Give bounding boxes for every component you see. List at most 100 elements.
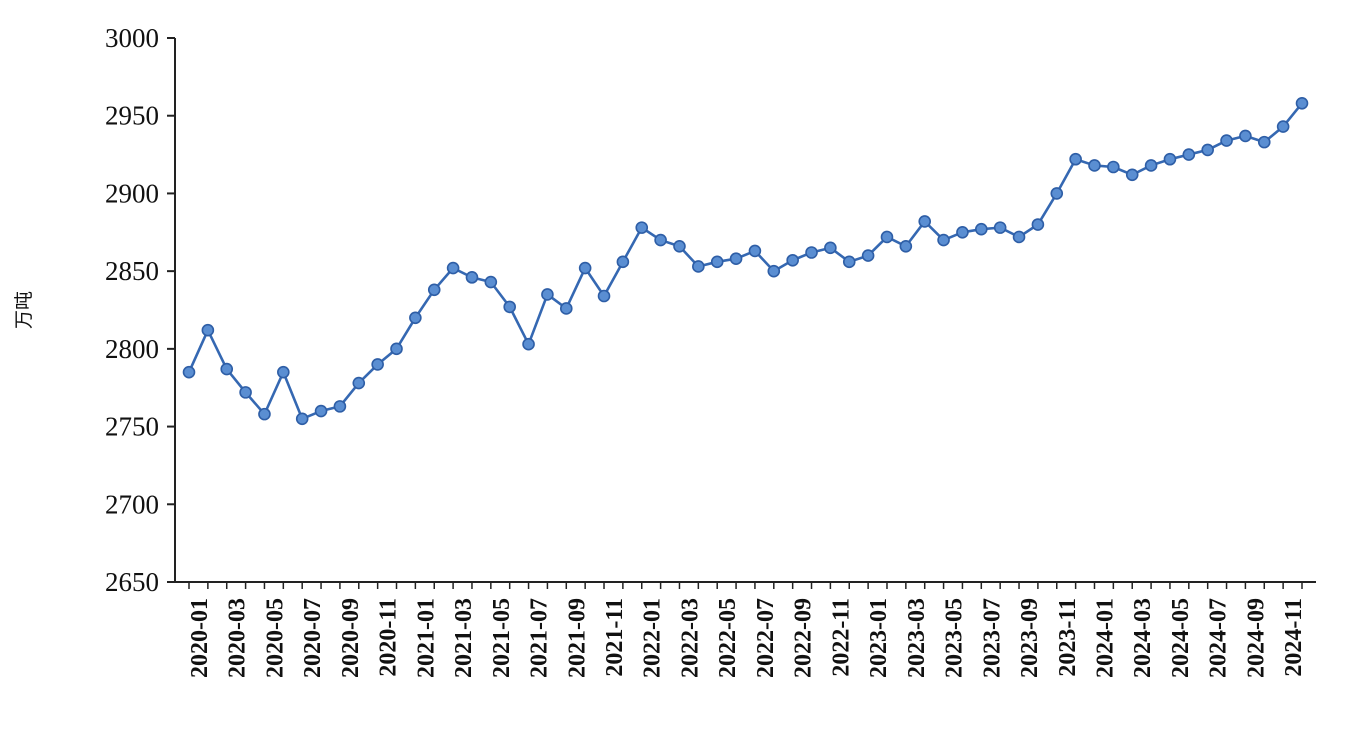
x-tick-label: 2023-09 <box>1017 598 1043 678</box>
data-point <box>277 365 290 379</box>
data-point <box>541 288 554 301</box>
data-point <box>654 233 667 247</box>
data-series-line <box>187 101 1304 421</box>
data-point <box>1050 187 1064 200</box>
data-point <box>1201 143 1214 157</box>
x-tick-label: 2022-05 <box>715 598 741 678</box>
data-point <box>710 255 724 269</box>
x-tick-label: 2024-03 <box>1130 598 1156 678</box>
x-tick-label: 2021-03 <box>451 598 477 678</box>
data-point <box>1125 168 1139 182</box>
data-point <box>975 222 988 236</box>
data-point <box>201 323 215 337</box>
data-point <box>597 289 611 303</box>
x-tick-labels: 2020-01 2020-03 2020-05 2020-07 2020-09 2020-… <box>187 598 1307 678</box>
data-point <box>1182 148 1196 161</box>
data-point <box>673 239 686 253</box>
x-tick-label: 2020-01 <box>187 598 213 678</box>
x-tick-label: 2022-07 <box>753 598 779 678</box>
data-point <box>1107 160 1120 174</box>
tick-marks <box>167 37 1303 589</box>
data-point <box>805 246 818 259</box>
y-tick-label: 2800 <box>105 334 159 364</box>
x-tick-label: 2024-05 <box>1168 598 1194 678</box>
y-tick-label: 2750 <box>105 412 159 442</box>
x-tick-label: 2020-07 <box>300 598 326 678</box>
y-tick-label: 3000 <box>105 23 159 53</box>
data-point <box>371 358 384 371</box>
data-point <box>748 244 762 258</box>
x-tick-label: 2020-05 <box>262 598 288 678</box>
x-tick-label: 2022-01 <box>640 598 666 678</box>
y-tick-label: 2900 <box>105 178 159 208</box>
data-point <box>239 386 252 399</box>
data-point <box>918 215 932 228</box>
data-point <box>767 264 781 278</box>
data-point <box>729 252 743 266</box>
data-point <box>1276 120 1290 133</box>
y-tick-label: 2700 <box>105 489 159 519</box>
data-point <box>880 230 894 244</box>
data-point <box>692 260 705 273</box>
x-tick-label: 2023-03 <box>904 598 930 678</box>
data-point <box>1088 159 1101 172</box>
data-point <box>1031 218 1045 231</box>
axes <box>174 38 1316 583</box>
x-tick-label: 2024-01 <box>1092 598 1118 678</box>
data-point <box>786 253 799 267</box>
data-point <box>635 221 649 234</box>
data-point <box>616 255 630 269</box>
y-tick-label: 2950 <box>105 101 159 131</box>
x-tick-label: 2022-11 <box>828 598 854 677</box>
data-point <box>258 407 271 421</box>
x-tick-label: 2024-07 <box>1206 598 1232 678</box>
x-tick-label: 2020-09 <box>338 598 364 678</box>
data-point <box>1144 159 1158 172</box>
data-point <box>446 261 460 275</box>
x-tick-label: 2021-07 <box>527 598 553 678</box>
x-tick-label: 2024-09 <box>1243 598 1269 678</box>
x-tick-label: 2023-11 <box>1055 598 1081 677</box>
y-axis-title: 万吨 <box>13 291 35 329</box>
data-point <box>1012 230 1026 244</box>
y-tick-label: 2850 <box>105 256 159 286</box>
y-tick-labels: 2650 2700 2750 2800 2850 2900 2950 3000 <box>105 23 159 597</box>
data-point <box>1220 134 1233 147</box>
x-tick-label: 2021-11 <box>602 598 628 677</box>
data-point <box>314 404 328 418</box>
data-point <box>1295 96 1309 110</box>
data-point <box>956 225 969 239</box>
x-tick-label: 2021-01 <box>413 598 439 678</box>
data-point <box>220 362 234 376</box>
data-series-markers <box>182 96 1309 426</box>
x-tick-label: 2020-03 <box>225 598 251 678</box>
data-point <box>484 275 498 289</box>
x-tick-label: 2023-01 <box>866 598 892 678</box>
data-point <box>1239 129 1252 143</box>
x-tick-label: 2021-05 <box>489 598 515 678</box>
data-point <box>824 241 837 255</box>
data-point <box>842 255 856 269</box>
x-tick-label: 2020-11 <box>376 598 402 677</box>
data-point <box>993 221 1007 234</box>
y-tick-label: 2650 <box>105 567 159 597</box>
data-point <box>503 300 516 314</box>
x-tick-label: 2022-03 <box>677 598 703 678</box>
x-tick-label: 2023-05 <box>942 598 968 678</box>
data-point <box>352 376 366 390</box>
x-tick-label: 2023-07 <box>979 598 1005 678</box>
data-point <box>899 239 913 253</box>
data-point <box>295 412 309 426</box>
data-point <box>409 311 422 325</box>
data-point <box>333 400 347 413</box>
data-point <box>1163 152 1177 166</box>
data-point <box>522 337 535 351</box>
data-point <box>427 283 441 297</box>
data-point <box>182 365 196 379</box>
data-point <box>861 249 875 262</box>
data-point <box>559 302 573 315</box>
x-tick-label: 2021-09 <box>564 598 590 678</box>
data-point <box>390 342 403 356</box>
data-point <box>465 271 479 284</box>
